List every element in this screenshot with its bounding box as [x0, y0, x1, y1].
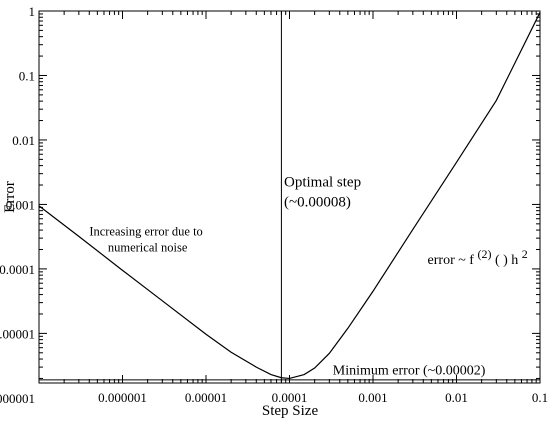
x-axis-title: Step Size	[262, 403, 319, 419]
x-tick-label: 0.00001	[185, 390, 227, 405]
reference-lines-layer	[39, 11, 540, 383]
x-tick-label: 0.001	[358, 390, 387, 405]
y-tick-label: 0.01	[12, 133, 35, 148]
annotation-truncation-exponent: 2	[522, 247, 528, 261]
annotation-optimal-step: Optimal step (~0.00008)	[284, 174, 365, 210]
y-tick-label: 0.0001	[0, 262, 35, 277]
annotation-optimal-line-1: Optimal step	[284, 174, 361, 190]
y-tick-label: 0.000001	[0, 391, 35, 406]
error-curve-series	[38, 12, 541, 380]
annotation-numerical-noise: Increasing error due to numerical noise	[89, 224, 206, 254]
annotation-noise-line-1: Increasing error due to	[89, 224, 203, 238]
x-tick-label: 0.000001	[98, 390, 147, 405]
x-tick-label: 0.1	[532, 390, 548, 405]
annotation-truncation-prefix: error ~ f	[428, 253, 475, 268]
annotation-optimal-line-2: (~0.00008)	[284, 194, 351, 210]
annotation-truncation-error: error ~ f (2) ( ) h 2	[428, 247, 528, 268]
annotation-noise-line-2: numerical noise	[108, 240, 188, 254]
x-tick-label: 0.0001	[272, 390, 308, 405]
annotation-truncation-middle: ( ) h	[495, 253, 518, 268]
y-tick-label: 1	[29, 4, 36, 19]
ticks-layer: 0.000001 0.00001 0.0001 0.001 0.01 0.1 0.00000…	[0, 4, 548, 406]
y-tick-label: 0.001	[6, 197, 35, 212]
y-tick-label: 0.00001	[0, 326, 35, 341]
y-axis-title: Error	[2, 181, 18, 213]
annotation-minimum-error: Minimum error (~0.00002)	[333, 364, 486, 379]
annotation-truncation-superscript: (2)	[477, 247, 491, 261]
y-tick-label: 0.1	[19, 68, 35, 83]
x-tick-label: 0.01	[445, 390, 468, 405]
